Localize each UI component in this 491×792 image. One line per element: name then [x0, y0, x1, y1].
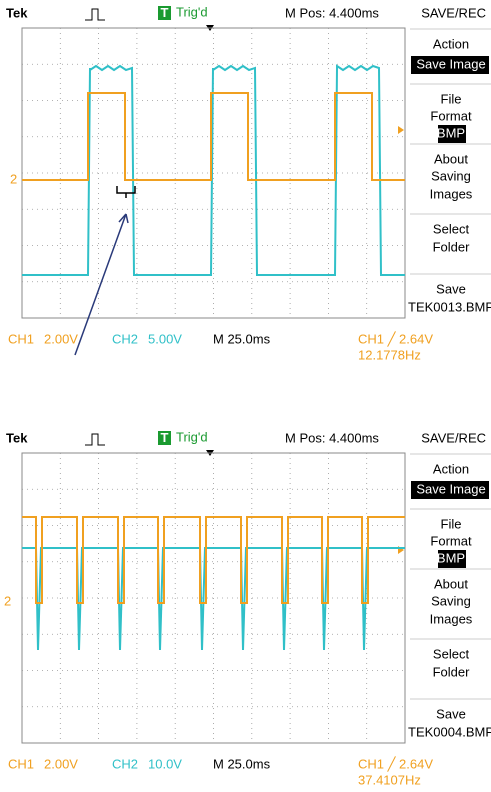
menu-item: TEK0004.BMP: [408, 724, 491, 739]
trigger-icon: T: [161, 430, 169, 445]
brand: Tek: [6, 430, 28, 445]
menu-item: About: [434, 576, 468, 591]
timebase: M 25.0ms: [213, 331, 271, 346]
ch2-label: CH2: [112, 756, 138, 771]
ch2-label: CH2: [112, 331, 138, 346]
trigger-icon: T: [161, 5, 169, 20]
menu-item: Images: [430, 611, 473, 626]
ch1-label: CH1: [8, 756, 34, 771]
menu-item: Saving: [431, 593, 471, 608]
ch1-label: CH1: [8, 331, 34, 346]
m-pos: M Pos: 4.400ms: [285, 430, 379, 445]
menu-item: BMP: [437, 550, 465, 565]
scope-screen: Tek T Trig'd M Pos: 4.400ms SAVE/REC 2 Action S…: [0, 425, 491, 792]
menu-item: File: [441, 516, 462, 531]
page: Tek T Trig'd M Pos: 4.400ms SAVE/REC 2 Action S…: [0, 0, 491, 792]
menu-item: Folder: [433, 664, 471, 679]
menu-item: Format: [430, 533, 472, 548]
screenshots: Tek T Trig'd M Pos: 4.400ms SAVE/REC 2 Action S…: [0, 0, 491, 792]
menu-item: Images: [430, 186, 473, 201]
scope-screen: Tek T Trig'd M Pos: 4.400ms SAVE/REC 2 Action S…: [0, 0, 491, 370]
menu-item: BMP: [437, 125, 465, 140]
ch2-marker: 2: [10, 171, 17, 186]
ch2-scale: 10.0V: [148, 756, 182, 771]
menu-item: About: [434, 151, 468, 166]
trigger-status: Trig'd: [176, 4, 208, 19]
brand: Tek: [6, 5, 28, 20]
menu-item: TEK0013.BMP: [408, 299, 491, 314]
menu-item: Action: [433, 36, 469, 51]
frequency: 12.1778Hz: [358, 347, 421, 362]
ch1-scale: 2.00V: [44, 756, 78, 771]
menu-item: Select: [433, 221, 470, 236]
menu-item: File: [441, 91, 462, 106]
frequency: 37.4107Hz: [358, 772, 421, 787]
ch2-scale: 5.00V: [148, 331, 182, 346]
trigger-level: CH1 ╱ 2.64V: [358, 755, 433, 772]
menu-item: Select: [433, 646, 470, 661]
menu-item: Format: [430, 108, 472, 123]
menu-item: Save Image: [416, 481, 485, 496]
menu-item: Folder: [433, 239, 471, 254]
menu-item: Saving: [431, 168, 471, 183]
menu-item: Save: [436, 706, 466, 721]
menu-title: SAVE/REC: [421, 430, 486, 445]
m-pos: M Pos: 4.400ms: [285, 5, 379, 20]
ch2-marker: 2: [4, 593, 11, 608]
trigger-status: Trig'd: [176, 429, 208, 444]
trigger-level: CH1 ╱ 2.64V: [358, 330, 433, 347]
menu-item: Action: [433, 461, 469, 476]
menu-item: Save: [436, 281, 466, 296]
ch1-scale: 2.00V: [44, 331, 78, 346]
menu-item: Save Image: [416, 56, 485, 71]
timebase: M 25.0ms: [213, 756, 271, 771]
menu-title: SAVE/REC: [421, 5, 486, 20]
